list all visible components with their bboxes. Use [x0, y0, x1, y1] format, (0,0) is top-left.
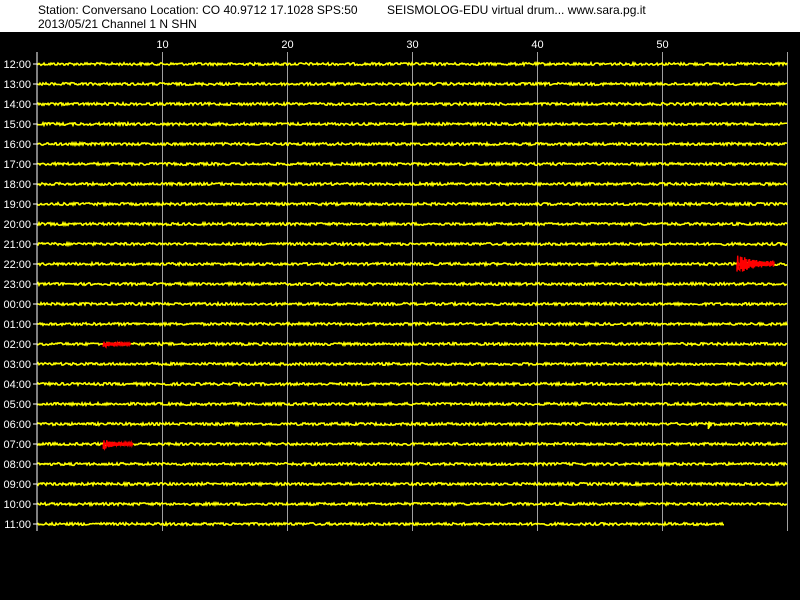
trace-line — [36, 340, 788, 348]
hour-traces: 12:00 13:00 14:00 15:00 16:00 17:00 18:00 19:00… — [3, 59, 788, 531]
trace-line — [36, 400, 788, 408]
trace-row: 17:00 — [3, 159, 788, 171]
hour-label: 05:00 — [3, 399, 31, 411]
trace-line — [36, 460, 788, 467]
trace-row: 08:00 — [3, 459, 788, 471]
trace-row: 18:00 — [3, 179, 788, 191]
trace-row: 00:00 — [3, 299, 788, 311]
hour-label: 23:00 — [3, 279, 31, 291]
trace-row: 06:00 — [3, 419, 788, 431]
trace-row: 15:00 — [3, 119, 788, 131]
x-tick-label: 40 — [531, 39, 543, 51]
trace-row: 04:00 — [3, 379, 788, 391]
trace-line — [36, 300, 788, 308]
trace-row: 07:00 — [3, 439, 788, 451]
trace-line — [36, 240, 788, 248]
date-channel-info: 2013/05/21 Channel 1 N SHN — [38, 17, 197, 31]
hour-label: 22:00 — [3, 259, 31, 271]
x-tick-label: 30 — [406, 39, 418, 51]
trace-row: 19:00 — [3, 199, 788, 211]
trace-line — [36, 220, 788, 228]
trace-line — [36, 60, 788, 68]
trace-line — [36, 160, 788, 168]
hour-label: 12:00 — [3, 59, 31, 71]
trace-row: 01:00 — [3, 319, 788, 331]
trace-row: 13:00 — [3, 79, 788, 91]
trace-row: 21:00 — [3, 239, 788, 251]
trace-line — [36, 100, 788, 108]
trace-line — [36, 380, 788, 388]
hour-label: 00:00 — [3, 299, 31, 311]
trace-line — [36, 440, 788, 448]
trace-line — [36, 420, 788, 428]
trace-line — [36, 120, 788, 128]
hour-label: 21:00 — [3, 239, 31, 251]
x-tick-label: 10 — [156, 39, 168, 51]
event-waveform — [707, 421, 713, 430]
station-info: Station: Conversano Location: CO 40.9712… — [38, 3, 358, 17]
header-band — [0, 0, 800, 32]
trace-row: 16:00 — [3, 139, 788, 151]
trace-line — [36, 480, 788, 488]
trace-line — [36, 200, 788, 208]
trace-line — [36, 320, 788, 328]
x-tick-label: 20 — [281, 39, 293, 51]
trace-line — [36, 500, 788, 508]
app-title: SEISMOLOG-EDU virtual drum... www.sara.p… — [387, 3, 646, 17]
trace-row: 20:00 — [3, 219, 788, 231]
hour-label: 06:00 — [3, 419, 31, 431]
hour-label: 04:00 — [3, 379, 31, 391]
hour-label: 17:00 — [3, 159, 31, 171]
hour-label: 10:00 — [3, 499, 31, 511]
trace-row: 22:00 — [3, 255, 788, 272]
plot-background — [0, 32, 800, 600]
hour-label: 03:00 — [3, 359, 31, 371]
trace-row: 14:00 — [3, 99, 788, 111]
trace-row: 10:00 — [3, 499, 788, 511]
trace-row: 02:00 — [3, 339, 788, 351]
trace-line — [36, 260, 788, 268]
event-waveform — [736, 255, 775, 272]
trace-line — [36, 180, 788, 188]
hour-label: 02:00 — [3, 339, 31, 351]
trace-line — [36, 140, 788, 148]
trace-line — [36, 360, 788, 368]
trace-row: 23:00 — [3, 279, 788, 291]
hour-label: 14:00 — [3, 99, 31, 111]
minute-tick-labels: 10 20 30 40 50 — [156, 39, 668, 51]
hour-label: 20:00 — [3, 219, 31, 231]
hour-label: 07:00 — [3, 439, 31, 451]
trace-row: 09:00 — [3, 479, 788, 491]
hour-label: 08:00 — [3, 459, 31, 471]
x-tick-label: 50 — [656, 39, 668, 51]
hour-label: 13:00 — [3, 79, 31, 91]
hour-label: 18:00 — [3, 179, 31, 191]
hour-label: 16:00 — [3, 139, 31, 151]
vertical-gridlines — [162, 52, 788, 531]
trace-row: 11:00 — [4, 519, 725, 531]
hour-label: 09:00 — [3, 479, 31, 491]
trace-line — [36, 520, 725, 528]
trace-row: 12:00 — [3, 59, 788, 71]
trace-line — [36, 280, 788, 288]
trace-row: 05:00 — [3, 399, 788, 411]
trace-row: 03:00 — [3, 359, 788, 371]
hour-label: 01:00 — [3, 319, 31, 331]
hour-label: 19:00 — [3, 199, 31, 211]
hour-label: 11:00 — [4, 519, 31, 531]
hour-label: 15:00 — [3, 119, 31, 131]
trace-line — [36, 80, 788, 88]
